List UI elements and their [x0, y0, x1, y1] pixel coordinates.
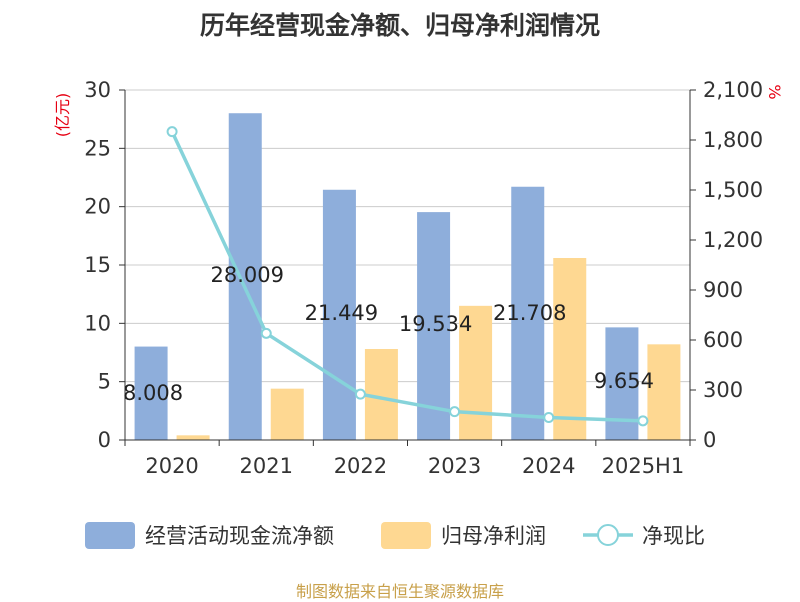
- y-left-tick-label: 5: [98, 370, 111, 394]
- chart-title: 历年经营现金净额、归母净利润情况: [199, 11, 600, 40]
- legend-label-ratio: 净现比: [642, 524, 705, 548]
- bar-net-profit: [270, 388, 304, 440]
- data-label-cashflow: 21.708: [493, 301, 566, 325]
- y-right-tick-label: 600: [703, 328, 743, 352]
- source-note: 制图数据来自恒生聚源数据库: [295, 582, 504, 601]
- y-right-tick-label: 300: [703, 378, 743, 402]
- x-tick-label: 2023: [428, 454, 481, 478]
- legend-swatch-ratio-point: [597, 524, 619, 546]
- bar-net-profit: [176, 435, 210, 440]
- y-right-tick-label: 0: [703, 428, 716, 452]
- x-tick-label: 2025H1: [602, 454, 685, 478]
- legend-swatch-cashflow: [85, 522, 135, 549]
- bar-cashflow: [322, 189, 356, 440]
- y-right-tick-label: 900: [703, 278, 743, 302]
- data-label-cashflow: 19.534: [399, 312, 472, 336]
- y-right-unit: %: [765, 84, 784, 99]
- y-right-tick-label: 1,500: [703, 178, 763, 202]
- ratio-point: [637, 415, 649, 427]
- x-tick-label: 2024: [522, 454, 575, 478]
- ratio-point: [166, 126, 178, 138]
- y-right-tick-label: 1,800: [703, 128, 763, 152]
- data-labels: 8.008 28.009 21.449 19.534 21.708 9.654: [123, 263, 654, 405]
- grid-lines: [125, 89, 690, 383]
- x-tick-label: 2021: [240, 454, 293, 478]
- y-right-tick-label: 1,200: [703, 228, 763, 252]
- bars: [134, 113, 681, 440]
- legend-label-cashflow: 经营活动现金流净额: [145, 524, 334, 548]
- x-tick-label: 2022: [334, 454, 387, 478]
- y-right-tick-label: 2,100: [703, 78, 763, 102]
- ratio-point: [449, 406, 461, 418]
- y-left-tick-label: 15: [84, 253, 111, 277]
- axes: 05101520253003006009001,2001,5001,8002,1…: [53, 78, 784, 478]
- y-left-tick-label: 0: [98, 428, 111, 452]
- bar-cashflow: [134, 346, 168, 440]
- bar-cashflow: [511, 186, 545, 440]
- ratio-line: [166, 126, 649, 427]
- bar-net-profit: [553, 258, 587, 440]
- data-label-cashflow: 9.654: [594, 369, 654, 393]
- data-label-cashflow: 8.008: [123, 381, 183, 405]
- y-left-tick-label: 30: [84, 78, 111, 102]
- bar-cashflow: [417, 212, 451, 440]
- y-left-tick-label: 25: [84, 136, 111, 160]
- y-left-tick-label: 20: [84, 195, 111, 219]
- ratio-line-path: [170, 130, 643, 423]
- legend: 经营活动现金流净额 归母净利润 净现比: [85, 522, 705, 549]
- ratio-point: [260, 327, 272, 339]
- bar-cashflow: [228, 113, 262, 440]
- bar-net-profit: [459, 305, 493, 440]
- y-left-tick-label: 10: [84, 311, 111, 335]
- x-tick-label: 2020: [145, 454, 198, 478]
- ratio-point: [354, 388, 366, 400]
- data-label-cashflow: 28.009: [211, 263, 284, 287]
- y-left-unit: (亿元): [53, 93, 72, 138]
- bar-net-profit: [647, 344, 681, 440]
- data-label-cashflow: 21.449: [305, 301, 378, 325]
- ratio-point: [543, 412, 555, 423]
- legend-label-net-profit: 归母净利润: [441, 524, 546, 548]
- legend-swatch-net-profit: [381, 522, 431, 549]
